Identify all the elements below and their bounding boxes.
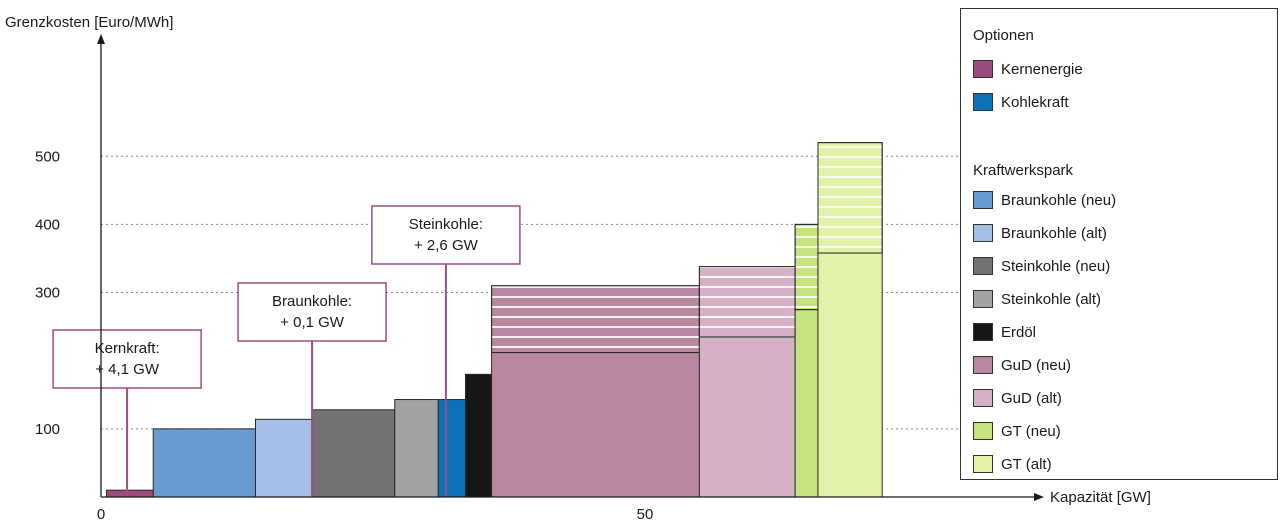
legend-park-title: Kraftwerkspark <box>973 162 1074 179</box>
legend-label: Braunkohle (alt) <box>1001 224 1107 242</box>
legend-label: Kohlekraft <box>1001 93 1069 111</box>
legend: Optionen Kernenergie Kohlekraft Kraftwerk… <box>960 8 1278 480</box>
legend-label: GT (alt) <box>1001 455 1052 473</box>
legend-swatch <box>973 389 993 407</box>
x-tick-label-50: 50 <box>637 506 654 522</box>
y-tick-label-400: 400 <box>35 216 60 233</box>
y-tick-label-500: 500 <box>35 148 60 165</box>
annotation-text: + 2,6 GW <box>414 237 479 254</box>
legend-item-braunkohle-alt: Braunkohle (alt) <box>973 223 1107 243</box>
legend-swatch <box>973 93 993 111</box>
legend-label: Erdöl <box>1001 323 1037 341</box>
annotation-text: + 0,1 GW <box>280 314 345 331</box>
x-axis-arrow <box>1034 493 1044 501</box>
legend-label: GT (neu) <box>1001 422 1061 440</box>
bar-gt-neu <box>794 309 819 498</box>
legend-item-steinkohle-neu: Steinkohle (neu) <box>973 256 1110 276</box>
axes: Grenzkosten [Euro/MWh] Kapazität [GW] <box>5 14 1151 506</box>
legend-item-gud-alt: GuD (alt) <box>973 388 1062 408</box>
annotation-box <box>371 205 521 265</box>
bar-gud-neu <box>491 352 700 498</box>
legend-swatch <box>973 422 993 440</box>
y-axis-arrow <box>97 34 105 44</box>
legend-label: Braunkohle (neu) <box>1001 191 1117 209</box>
legend-swatch <box>973 191 993 209</box>
legend-item-gud-neu: GuD (neu) <box>973 355 1071 375</box>
bar-steinkohle-alt <box>394 399 439 498</box>
annotation-text: Kernkraft: <box>95 340 160 357</box>
bar-gud-alt <box>698 336 796 498</box>
legend-swatch <box>973 356 993 374</box>
legend-label: Kernenergie <box>1001 60 1083 78</box>
legend-item-gt-neu: GT (neu) <box>973 421 1061 441</box>
legend-item-braunkohle-neu: Braunkohle (neu) <box>973 190 1116 210</box>
legend-label: Steinkohle (alt) <box>1001 290 1102 308</box>
legend-swatch <box>973 323 993 341</box>
legend-swatch <box>973 290 993 308</box>
bar-gt-alt <box>817 252 883 498</box>
legend-item-kernenergie: Kernenergie <box>973 59 1083 79</box>
bar-gud-alt-upper-stripes <box>698 266 796 338</box>
legend-label: GuD (neu) <box>1001 356 1072 374</box>
x-tick-label-0: 0 <box>97 506 105 522</box>
bar-braunkohle-neu <box>152 428 256 498</box>
legend-options-title: Optionen <box>973 27 1034 44</box>
y-tick-label-100: 100 <box>35 421 60 438</box>
y-axis-label: Grenzkosten [Euro/MWh] <box>5 14 173 31</box>
bar-kernenergie <box>105 489 154 498</box>
legend-swatch <box>973 224 993 242</box>
annotation-kernkraft: Kernkraft: + 4,1 GW <box>52 329 202 496</box>
legend-label: GuD (alt) <box>1001 389 1062 407</box>
legend-label: Steinkohle (neu) <box>1001 257 1111 275</box>
annotation-box <box>52 329 202 389</box>
bar-gud-neu-upper-stripes <box>491 285 700 354</box>
annotation-braunkohle: Braunkohle: + 0,1 GW <box>237 282 387 496</box>
bar-gt-alt-upper-stripes <box>817 142 883 254</box>
bar-erdoel <box>464 373 493 498</box>
legend-swatch <box>973 60 993 78</box>
legend-item-gt-alt: GT (alt) <box>973 454 1052 474</box>
bars <box>105 142 883 498</box>
legend-item-kohlekraft: Kohlekraft <box>973 92 1069 112</box>
annotation-steinkohle: Steinkohle: + 2,6 GW <box>371 205 521 496</box>
bar-gt-neu-upper-stripes <box>794 223 819 311</box>
legend-swatch <box>973 455 993 473</box>
annotation-text: + 4,1 GW <box>95 361 160 378</box>
legend-swatch <box>973 257 993 275</box>
annotation-text: Braunkohle: <box>272 293 352 310</box>
tick-labels: 100 300 400 500 0 50 <box>35 148 653 522</box>
y-tick-label-300: 300 <box>35 285 60 302</box>
annotation-text: Steinkohle: <box>409 216 483 233</box>
legend-item-steinkohle-alt: Steinkohle (alt) <box>973 289 1101 309</box>
legend-item-erdoel: Erdöl <box>973 322 1036 342</box>
bar-kohlekraft <box>437 399 466 498</box>
bar-braunkohle-alt <box>254 418 313 498</box>
bar-steinkohle-neu <box>311 409 396 498</box>
annotation-box <box>237 282 387 342</box>
x-axis-label: Kapazität [GW] <box>1050 489 1151 506</box>
annotations: Kernkraft: + 4,1 GW Braunkohle: + 0,1 GW Ste… <box>52 205 521 496</box>
